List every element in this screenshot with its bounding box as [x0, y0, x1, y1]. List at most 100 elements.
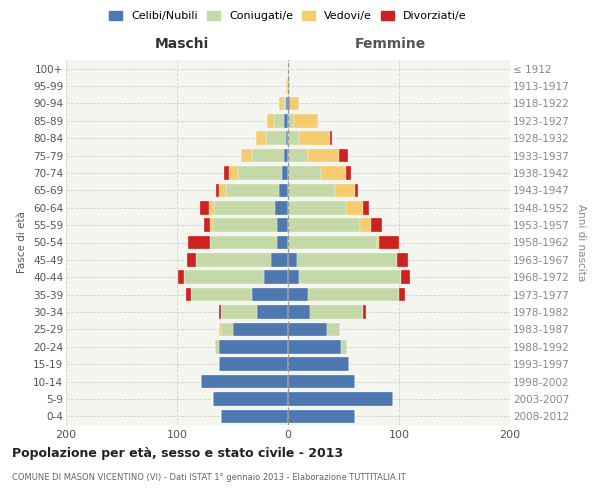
Bar [288, 410, 355, 423]
Bar [196, 253, 271, 266]
Bar [288, 358, 349, 371]
Bar [186, 288, 191, 302]
Bar [288, 253, 297, 266]
Bar [327, 322, 340, 336]
Bar [299, 132, 330, 145]
Y-axis label: Anni di nascita: Anni di nascita [577, 204, 586, 281]
Bar [221, 322, 233, 336]
Bar [226, 184, 279, 197]
Bar [279, 184, 288, 197]
Bar [288, 218, 360, 232]
Text: Femmine: Femmine [355, 37, 426, 51]
Bar [216, 184, 219, 197]
Bar [355, 184, 358, 197]
Bar [397, 253, 408, 266]
Bar [219, 358, 288, 371]
Bar [215, 340, 219, 353]
Bar [256, 132, 266, 145]
Bar [286, 96, 288, 110]
Bar [399, 288, 404, 302]
Bar [257, 305, 288, 319]
Bar [377, 236, 379, 250]
Bar [283, 166, 288, 180]
Bar [286, 80, 288, 93]
Bar [219, 340, 288, 353]
Bar [299, 270, 401, 284]
Bar [288, 236, 377, 250]
Bar [212, 392, 288, 406]
Bar [360, 218, 371, 232]
Bar [288, 80, 290, 93]
Y-axis label: Fasce di età: Fasce di età [17, 212, 28, 274]
Bar [212, 218, 277, 232]
Legend: Celibi/Nubili, Coniugati/e, Vedovi/e, Divorziati/e: Celibi/Nubili, Coniugati/e, Vedovi/e, Di… [109, 11, 467, 22]
Bar [288, 149, 308, 162]
Bar [277, 218, 288, 232]
Bar [219, 305, 221, 319]
Bar [238, 166, 283, 180]
Bar [346, 166, 351, 180]
Bar [364, 305, 366, 319]
Bar [277, 236, 288, 250]
Bar [290, 96, 299, 110]
Bar [209, 201, 214, 214]
Bar [275, 201, 288, 214]
Bar [288, 270, 299, 284]
Bar [221, 410, 288, 423]
Bar [267, 114, 274, 128]
Bar [253, 149, 284, 162]
Bar [288, 184, 335, 197]
Bar [364, 201, 369, 214]
Bar [210, 236, 277, 250]
Bar [219, 322, 221, 336]
Bar [288, 166, 322, 180]
Bar [297, 253, 397, 266]
Bar [379, 236, 399, 250]
Bar [221, 305, 257, 319]
Bar [310, 305, 364, 319]
Bar [219, 184, 226, 197]
Text: COMUNE DI MASON VICENTINO (VI) - Dati ISTAT 1° gennaio 2013 - Elaborazione TUTTI: COMUNE DI MASON VICENTINO (VI) - Dati IS… [12, 472, 406, 482]
Bar [284, 96, 286, 110]
Bar [271, 253, 288, 266]
Bar [288, 322, 327, 336]
Bar [288, 114, 293, 128]
Bar [253, 288, 288, 302]
Bar [339, 149, 348, 162]
Text: Maschi: Maschi [154, 37, 209, 51]
Bar [288, 288, 308, 302]
Bar [346, 201, 364, 214]
Bar [200, 201, 209, 214]
Bar [266, 132, 286, 145]
Bar [202, 375, 288, 388]
Bar [293, 114, 318, 128]
Text: Popolazione per età, sesso e stato civile - 2013: Popolazione per età, sesso e stato civil… [12, 448, 343, 460]
Bar [330, 132, 332, 145]
Bar [233, 322, 288, 336]
Bar [229, 166, 238, 180]
Bar [401, 270, 410, 284]
Bar [308, 149, 339, 162]
Bar [288, 132, 299, 145]
Bar [288, 305, 310, 319]
Bar [286, 132, 288, 145]
Bar [288, 96, 290, 110]
Bar [335, 184, 355, 197]
Bar [288, 392, 394, 406]
Bar [284, 149, 288, 162]
Bar [187, 253, 196, 266]
Bar [203, 218, 211, 232]
Bar [288, 375, 355, 388]
Bar [263, 270, 288, 284]
Bar [371, 218, 382, 232]
Bar [288, 340, 341, 353]
Bar [274, 114, 284, 128]
Bar [178, 270, 184, 284]
Bar [288, 201, 346, 214]
Bar [322, 166, 346, 180]
Bar [284, 114, 288, 128]
Bar [188, 236, 211, 250]
Bar [241, 149, 253, 162]
Bar [210, 218, 212, 232]
Bar [191, 288, 253, 302]
